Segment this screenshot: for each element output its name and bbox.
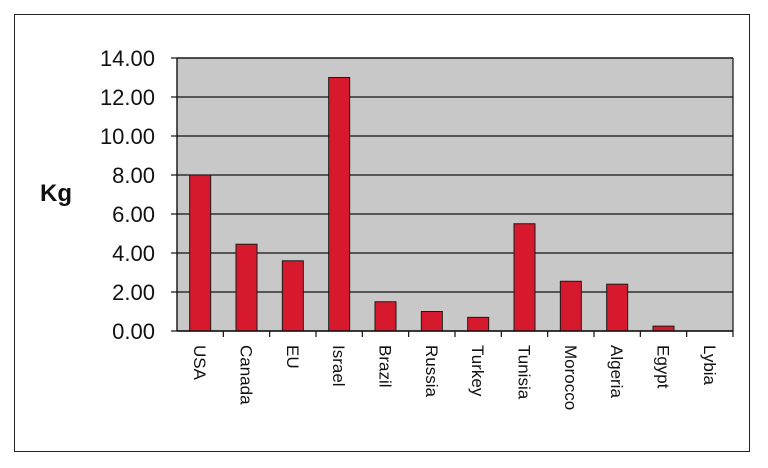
y-axis-label: Kg	[40, 180, 72, 207]
bar-egypt	[652, 325, 675, 332]
y-tick-label: 12.00	[100, 85, 155, 110]
y-tick-label: 0.00	[112, 319, 155, 344]
y-tick-label: 2.00	[112, 280, 155, 305]
bar-russia	[420, 311, 443, 332]
x-tick-label: Morocco	[561, 345, 580, 410]
x-tick-label: Lybia	[700, 345, 719, 386]
x-tick-label: Russia	[422, 345, 441, 398]
x-tick-label: Tunisia	[515, 345, 534, 400]
bar-turkey	[467, 316, 490, 332]
bar-algeria	[606, 283, 629, 332]
bar-tunisia	[513, 223, 536, 332]
y-tick-label: 4.00	[112, 241, 155, 266]
bar-usa	[189, 174, 212, 332]
bar-brazil	[374, 301, 397, 332]
x-tick-label: Turkey	[468, 345, 487, 397]
plot-area	[177, 58, 733, 331]
bar-morocco	[559, 280, 582, 332]
y-tick-label: 10.00	[100, 124, 155, 149]
x-tick-label: Israel	[329, 345, 348, 387]
x-tick-label: Brazil	[376, 345, 395, 388]
bar-eu	[281, 260, 304, 332]
x-tick-label: EU	[283, 345, 302, 369]
x-tick-label: Algeria	[607, 345, 626, 398]
x-tick-label: Canada	[237, 345, 256, 405]
y-tick-label: 6.00	[112, 202, 155, 227]
x-tick-label: Egypt	[654, 345, 673, 389]
bar-israel	[328, 77, 351, 332]
y-tick-label: 8.00	[112, 163, 155, 188]
x-tick-label: USA	[190, 345, 209, 381]
y-tick-label: 14.00	[100, 46, 155, 71]
bar-canada	[235, 243, 258, 332]
